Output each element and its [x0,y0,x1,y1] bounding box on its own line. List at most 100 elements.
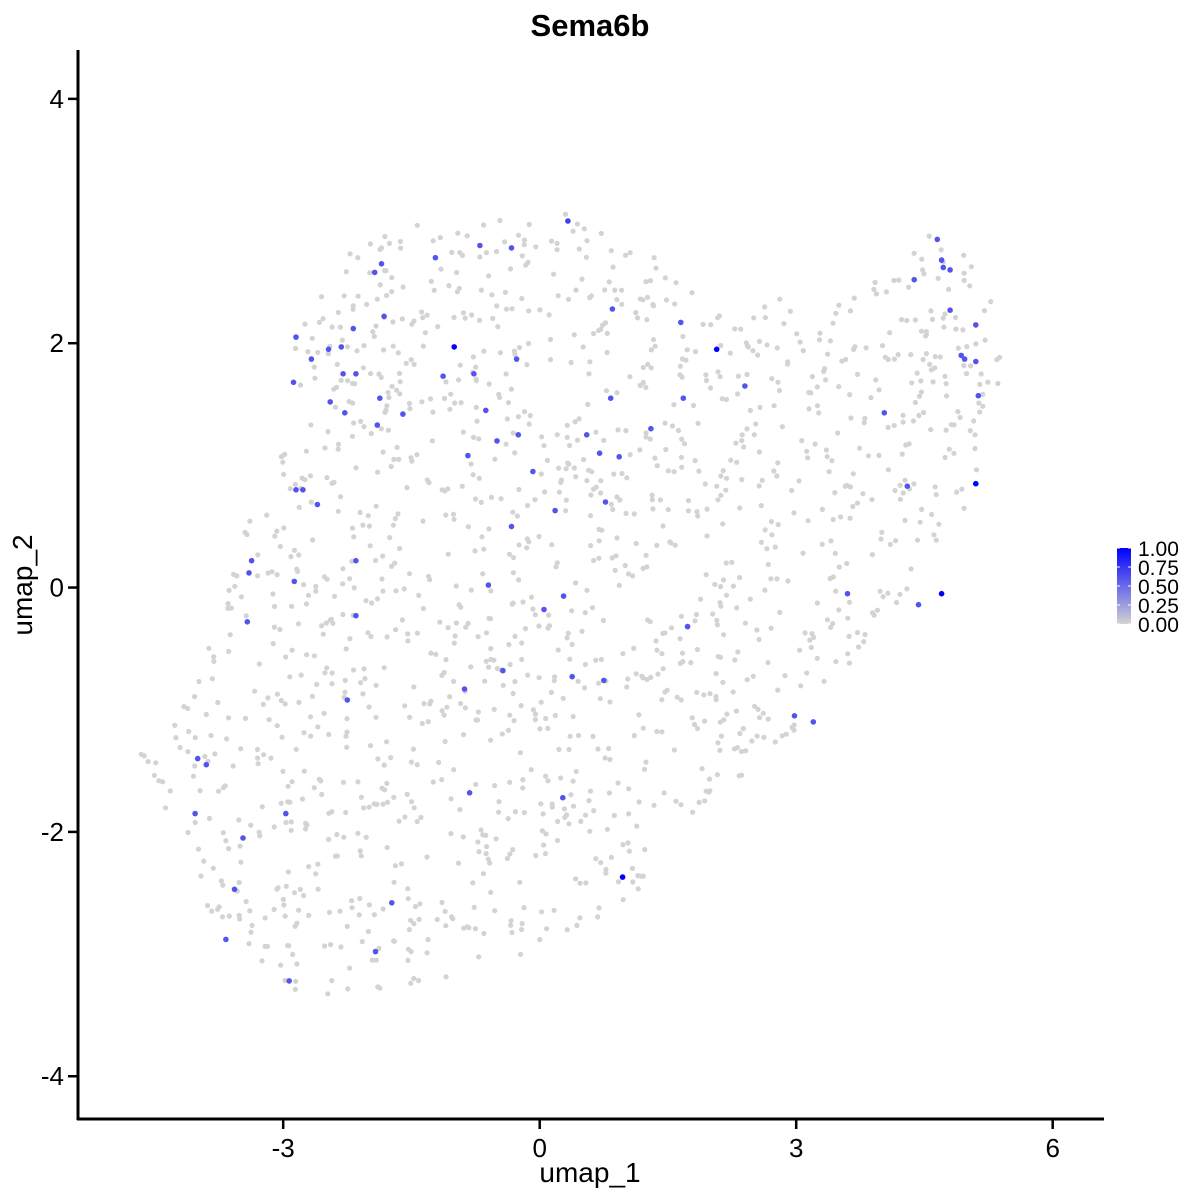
background-cell-point [215,699,221,706]
background-cell-point [967,283,973,289]
background-cell-point [289,779,295,785]
background-cell-point [833,659,839,665]
background-cell-point [900,490,906,496]
background-cell-point [608,501,615,507]
expressed-cell-point [508,245,515,251]
background-cell-point [380,906,386,912]
background-cell-point [857,445,863,451]
background-cell-point [921,409,927,416]
background-cell-point [579,276,585,282]
background-cell-point [356,912,362,918]
background-cell-point [971,418,977,424]
background-cell-point [324,475,330,481]
expressed-cell-point [293,334,299,340]
background-cell-point [351,420,357,426]
background-cell-point [206,645,212,651]
background-cell-point [910,418,917,424]
background-cell-point [374,596,381,602]
background-cell-point [615,427,621,433]
background-cell-point [352,381,358,387]
expressed-cell-point [381,313,387,320]
background-cell-point [610,506,616,513]
chart-title: Sema6b [531,8,650,43]
background-cell-point [567,442,573,449]
background-cell-point [718,603,724,609]
background-cell-point [321,574,327,580]
background-cell-point [806,406,812,412]
background-cell-point [854,629,861,636]
background-cell-point [603,388,610,394]
background-cell-point [344,729,350,735]
background-cell-point [419,309,425,315]
background-cell-point [532,711,539,717]
background-cell-point [283,883,289,889]
background-cell-point [789,724,795,731]
background-cell-point [271,906,277,913]
background-cell-point [608,854,615,861]
background-cell-point [419,720,425,727]
background-cell-point [285,942,291,949]
background-cell-point [506,551,513,557]
background-cell-point [266,717,272,723]
background-cell-point [349,898,355,904]
expressed-cell-point [742,383,748,389]
background-cell-point [345,378,351,384]
colorbar-label: 0.50 [1138,576,1179,599]
background-cell-point [774,345,780,351]
background-cell-point [699,766,705,772]
background-cell-point [639,673,645,679]
background-cell-point [371,912,377,918]
background-cell-point [220,882,226,888]
background-cell-point [504,416,510,422]
background-cell-point [462,705,468,711]
background-cell-point [357,848,363,854]
expressed-cell-point [881,410,888,416]
background-cell-point [762,315,769,321]
background-cell-point [723,487,729,493]
background-cell-point [593,657,599,663]
background-cell-point [355,830,361,836]
expressed-cell-point [934,236,941,243]
background-cell-point [627,374,633,380]
background-cell-point [375,756,381,762]
background-cell-point [775,460,781,466]
expressed-cell-point [371,269,378,276]
background-cell-point [450,511,457,517]
expressed-cell-point [244,619,251,625]
background-cell-point [310,537,316,543]
background-cell-point [587,828,593,834]
background-cell-point [390,343,396,349]
background-cell-point [290,951,296,958]
background-cell-point [615,879,622,885]
background-cell-point [918,389,925,395]
background-cell-point [303,601,310,607]
background-cell-point [846,660,853,666]
background-cell-point [486,615,492,622]
background-cell-point [476,954,482,960]
background-cell-point [205,902,211,909]
background-cell-point [422,330,428,336]
background-cell-point [588,293,595,299]
background-cell-point [361,805,367,811]
background-cell-point [370,329,376,335]
background-cell-point [741,444,747,450]
background-cell-point [524,545,530,551]
background-cell-point [397,391,403,397]
background-cell-point [192,735,198,741]
background-cell-point [259,804,265,810]
background-cell-point [560,695,566,702]
background-cell-point [476,436,482,442]
background-cell-point [234,573,240,579]
background-cell-point [260,701,266,708]
background-cell-point [654,463,660,469]
background-cell-point [643,434,649,440]
background-cell-point [833,310,839,316]
background-cell-point [278,454,284,460]
expressed-cell-point [713,346,720,353]
background-cell-point [672,301,678,307]
background-cell-point [430,238,436,244]
background-cell-point [448,796,454,802]
background-cell-point [593,856,599,862]
background-cell-point [420,315,426,321]
background-cell-point [678,454,685,460]
